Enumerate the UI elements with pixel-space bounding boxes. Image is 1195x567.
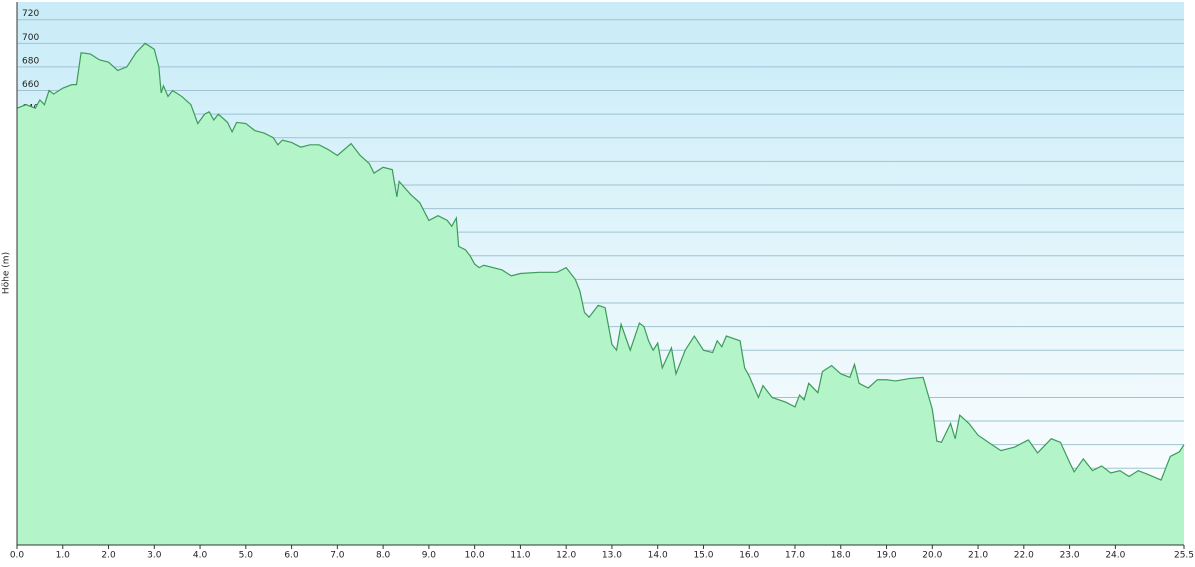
x-tick-label: 23.0	[1060, 551, 1080, 561]
x-tick-label: 22.0	[1014, 551, 1034, 561]
x-tick-label: 21.0	[968, 551, 988, 561]
x-tick-label: 25.5	[1174, 551, 1194, 561]
x-tick-label: 8.0	[376, 551, 391, 561]
x-tick-label: 2.0	[101, 551, 116, 561]
x-tick-label: 14.0	[648, 551, 668, 561]
x-tick-label: 13.0	[602, 551, 622, 561]
x-tick-label: 24.0	[1105, 551, 1125, 561]
x-tick-label: 16.0	[739, 551, 759, 561]
x-tick-label: 6.0	[284, 551, 299, 561]
x-tick-label: 9.0	[422, 551, 437, 561]
x-tick-label: 0.0	[10, 551, 25, 561]
x-tick-label: 11.0	[510, 551, 530, 561]
y-tick-label: 720	[22, 9, 39, 19]
x-tick-label: 7.0	[330, 551, 345, 561]
x-tick-label: 15.0	[693, 551, 713, 561]
x-tick-label: 1.0	[56, 551, 71, 561]
x-tick-label: 12.0	[556, 551, 576, 561]
area-line	[16, 42, 1185, 481]
y-tick-label: 700	[22, 33, 39, 43]
x-tick-label: 5.0	[239, 551, 254, 561]
x-tick-label: 4.0	[193, 551, 208, 561]
y-tick-label: 680	[22, 56, 39, 66]
x-tick-label: 20.0	[922, 551, 942, 561]
x-tick-label: 3.0	[147, 551, 162, 561]
x-tick-label: 10.0	[465, 551, 485, 561]
y-tick-label: 660	[22, 80, 39, 90]
x-tick-label: 19.0	[877, 551, 897, 561]
area-fill	[17, 43, 1184, 545]
x-tick-label: 18.0	[831, 551, 851, 561]
y-axis-title: Höhe (m)	[2, 252, 12, 294]
x-tick-label: 17.0	[785, 551, 805, 561]
